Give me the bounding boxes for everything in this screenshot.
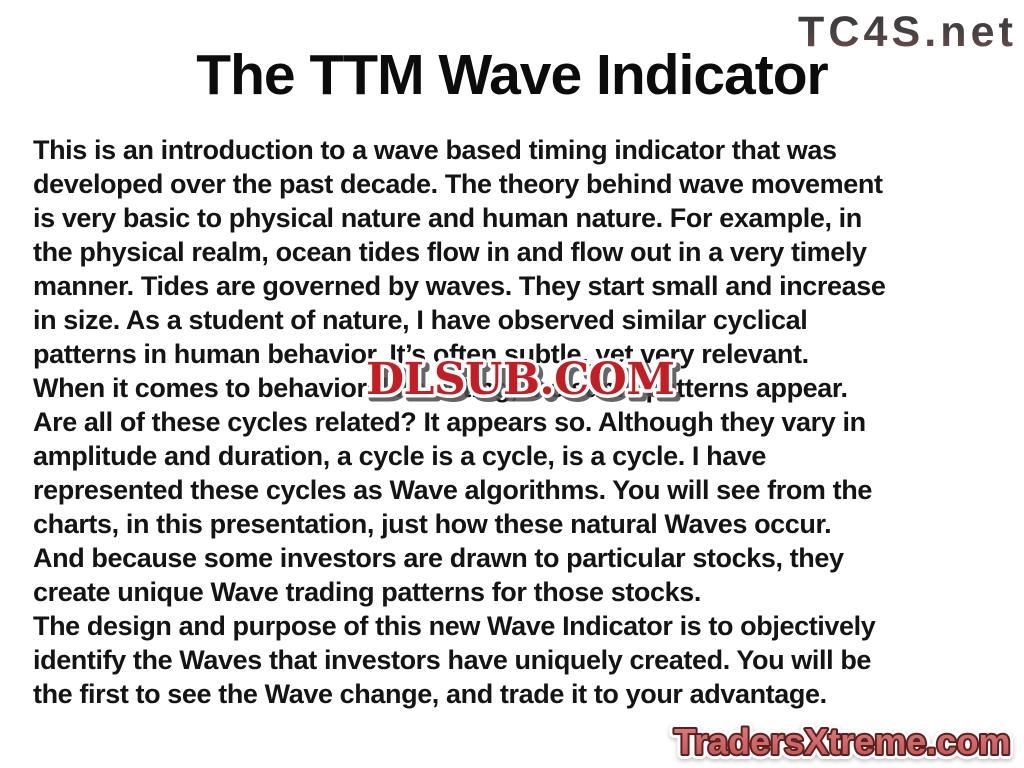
body-line: represented these cycles as Wave algorit… [33, 475, 872, 505]
body-line: And because some investors are drawn to … [33, 543, 844, 573]
tc4s-watermark: TC4S.net [798, 8, 1014, 56]
tc4s-watermark-text: TC4S.net [798, 8, 1013, 56]
body-line: the physical realm, ocean tides flow in … [33, 237, 867, 267]
tradersxtreme-watermark: TradersXtreme.com TradersXtreme.com [669, 716, 1016, 767]
body-line: charts, in this presentation, just how t… [33, 509, 832, 539]
dlsub-watermark: DLSUB.COM [363, 351, 679, 409]
body-line: identify the Waves that investors have u… [33, 645, 872, 675]
body-line: manner. Tides are governed by waves. The… [33, 271, 886, 301]
body-line: the first to see the Wave change, and tr… [33, 679, 827, 709]
tradersxtreme-watermark-glow: TradersXtreme.com [674, 721, 1010, 762]
body-line: This is an introduction to a wave based … [33, 135, 837, 165]
body-line: is very basic to physical nature and hum… [33, 203, 862, 233]
body-text: This is an introduction to a wave based … [33, 133, 998, 711]
body-line: The design and purpose of this new Wave … [33, 611, 876, 641]
body-line: create unique Wave trading patterns for … [33, 577, 701, 607]
body-line: patterns in human behavior. It’s often s… [33, 339, 809, 369]
tradersxtreme-watermark-text: TradersXtreme.com [674, 721, 1010, 762]
body-line: When it comes to behavioral investing, t… [33, 373, 848, 403]
body-line: Are all of these cycles related? It appe… [33, 407, 866, 437]
dlsub-watermark-text: DLSUB.COM [366, 354, 676, 405]
body-line: amplitude and duration, a cycle is a cyc… [33, 441, 767, 471]
body-line: developed over the past decade. The theo… [33, 169, 883, 199]
slide-title: The TTM Wave Indicator [196, 43, 828, 107]
body-line: in size. As a student of nature, I have … [33, 305, 808, 335]
